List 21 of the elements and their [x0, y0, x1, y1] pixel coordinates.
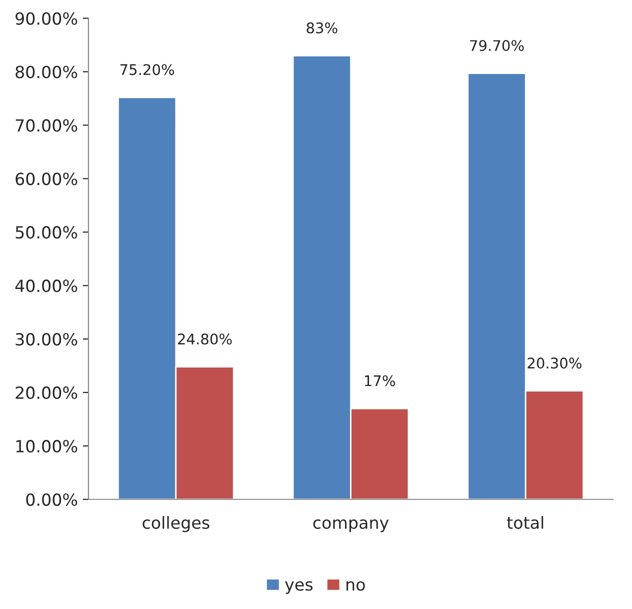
y-tick-label: 10.00% [16, 440, 78, 452]
data-label: 17% [365, 375, 396, 386]
x-tick-label: company [313, 519, 389, 532]
y-tick-label: 30.00% [16, 332, 78, 346]
data-label: 20.30% [528, 358, 582, 369]
y-tick-label: 40.00% [15, 280, 78, 292]
legend-label: no [346, 581, 365, 591]
y-tick-label: 0.00% [26, 493, 78, 506]
data-label: 75.20% [120, 64, 174, 76]
y-tick-label: 60.00% [16, 172, 78, 186]
y-tick-label: 20.00% [16, 386, 78, 400]
y-tick-label: 50.00% [16, 226, 78, 239]
data-label: 83% [306, 22, 338, 34]
legend-label: yes [285, 581, 313, 594]
x-tick-label: total [507, 516, 544, 529]
x-tick-label: colleges [142, 516, 210, 532]
data-label: 24.80% [178, 334, 232, 345]
y-tick-label: 80.00% [16, 66, 78, 78]
data-label: 79.70% [470, 40, 524, 52]
y-tick-label: 70.00% [16, 119, 78, 132]
y-tick-label: 90.00% [16, 12, 78, 25]
